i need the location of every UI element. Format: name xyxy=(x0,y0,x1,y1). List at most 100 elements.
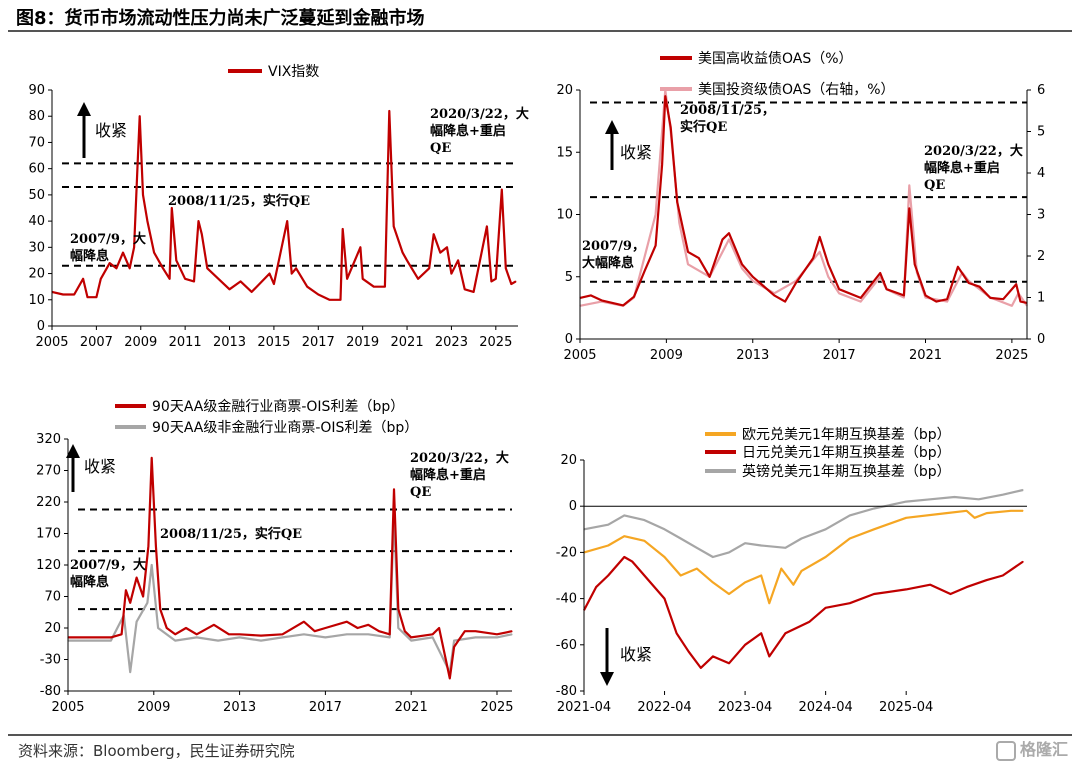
data-point xyxy=(905,517,907,519)
data-point xyxy=(251,291,253,293)
watermark-logo-icon xyxy=(995,740,1016,761)
annotation-2020-line1: 2020/3/22，大 xyxy=(430,106,529,122)
annotation-2007-line1: 2007/9，大 xyxy=(70,557,146,573)
y-tick-label: 0 xyxy=(565,332,573,347)
data-point xyxy=(728,232,730,234)
watermark-text: 格隆汇 xyxy=(1019,740,1068,759)
data-point xyxy=(752,276,754,278)
data-point xyxy=(768,602,770,604)
data-point xyxy=(607,544,609,547)
x-tick-label: 2007 xyxy=(80,335,113,350)
data-point xyxy=(873,593,875,595)
page-title: 图8：货币市场流动性压力尚未广泛蔓延到金融市场 xyxy=(16,8,425,29)
data-point xyxy=(196,636,198,638)
legend: 欧元兑美元1年期互换基差（bp） 日元兑美元1年期互换基差（bp） 英镑兑美元1… xyxy=(705,426,951,480)
data-point xyxy=(206,267,208,269)
data-point xyxy=(273,283,275,285)
data-point xyxy=(935,301,937,303)
data-point xyxy=(406,259,408,261)
data-point xyxy=(784,547,786,549)
source-note: 资料来源：Bloomberg，民生证券研究院 xyxy=(18,742,295,760)
data-point xyxy=(453,646,455,648)
legend-label-ig: 美国投资级债OAS（右轴，%） xyxy=(698,82,895,98)
data-point xyxy=(989,297,991,299)
y-tick-label: 30 xyxy=(28,240,45,255)
data-point xyxy=(741,267,743,269)
y2-tick-label: 5 xyxy=(1037,125,1045,140)
data-point xyxy=(795,282,797,284)
data-point xyxy=(281,633,284,635)
data-point xyxy=(728,238,730,240)
data-point xyxy=(402,252,404,254)
annotation-2020-line3: QE xyxy=(430,141,451,156)
data-point xyxy=(133,246,135,248)
data-point xyxy=(968,282,970,284)
data-point xyxy=(490,280,492,282)
data-point xyxy=(676,201,678,203)
data-point xyxy=(217,640,219,642)
y-tick-label: 70 xyxy=(44,590,61,605)
data-point xyxy=(139,115,141,117)
data-point xyxy=(228,633,230,635)
data-point xyxy=(728,593,730,595)
data-point xyxy=(432,633,434,635)
data-point xyxy=(286,220,288,222)
x-tick-label: 2023-04 xyxy=(718,700,772,715)
data-point xyxy=(698,257,700,259)
data-point xyxy=(159,608,161,610)
y2-tick-label: 4 xyxy=(1037,166,1045,181)
data-point xyxy=(643,540,645,542)
data-point xyxy=(457,259,459,261)
data-point xyxy=(687,263,689,265)
data-point xyxy=(663,598,666,600)
data-point xyxy=(721,238,724,240)
data-point xyxy=(1022,489,1024,491)
y-tick-label: 70 xyxy=(28,135,45,150)
arrow-up-icon xyxy=(66,444,80,492)
annotation-2020-line2: 幅降息+重启 xyxy=(410,467,486,483)
data-point xyxy=(142,194,144,196)
data-point xyxy=(849,537,851,540)
data-point xyxy=(367,633,369,635)
data-point xyxy=(342,228,344,230)
data-point xyxy=(924,296,927,299)
x-tick-label: 2019 xyxy=(346,335,379,350)
data-point xyxy=(217,278,219,280)
data-point xyxy=(595,586,597,588)
y-tick-label: 50 xyxy=(28,188,45,203)
data-point xyxy=(501,189,503,191)
x-tick-label: 2005 xyxy=(35,335,68,350)
x-tick-label: 2017 xyxy=(823,348,856,363)
data-point xyxy=(949,593,952,595)
data-point xyxy=(1011,305,1013,307)
x-tick-label: 2025 xyxy=(480,700,513,715)
data-point xyxy=(142,595,144,598)
data-point xyxy=(388,110,390,112)
data-point xyxy=(193,280,195,282)
data-point xyxy=(389,636,391,638)
x-tick-label: 2023 xyxy=(435,335,468,350)
data-point xyxy=(147,545,149,547)
series-line-0 xyxy=(583,509,1023,605)
annotation-2020-line3: QE xyxy=(924,178,945,193)
y-tick-label: 10 xyxy=(28,293,45,308)
annotation-2007-line1: 2007/9，大 xyxy=(70,231,146,247)
data-point xyxy=(929,498,931,500)
data-point xyxy=(196,633,198,635)
data-point xyxy=(688,651,690,653)
data-point xyxy=(82,278,84,280)
data-point xyxy=(110,640,112,642)
data-point xyxy=(903,294,905,296)
annotation-2007-line2: 幅降息 xyxy=(70,574,109,590)
data-point xyxy=(268,273,271,275)
data-point xyxy=(663,528,666,530)
data-point xyxy=(197,220,200,222)
data-point xyxy=(623,535,625,537)
data-point xyxy=(886,288,888,290)
data-point xyxy=(784,632,786,634)
y-tick-label: 0 xyxy=(37,319,45,334)
data-point xyxy=(511,630,513,632)
data-point xyxy=(129,267,131,269)
annotation-2020-line1: 2020/3/22，大 xyxy=(410,450,509,466)
